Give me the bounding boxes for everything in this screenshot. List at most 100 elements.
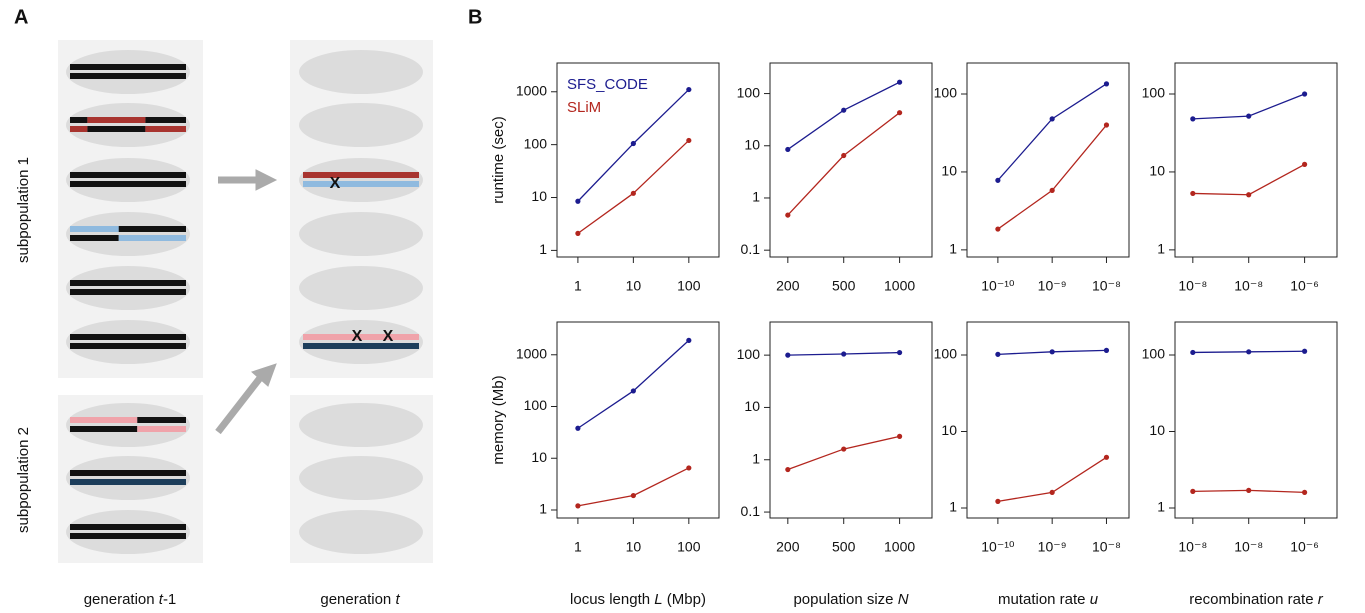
label-part: N <box>898 591 909 608</box>
plot-frame <box>966 62 1130 258</box>
individual <box>66 50 190 94</box>
generation-label: generation t <box>320 591 400 608</box>
individual <box>299 510 423 554</box>
point <box>686 86 692 93</box>
individual <box>66 266 190 310</box>
point <box>1246 487 1252 493</box>
point <box>785 146 791 153</box>
chromosome <box>70 226 119 232</box>
x-tick-label: 1000 <box>884 539 915 555</box>
arrows <box>215 169 278 435</box>
chromosome <box>87 126 146 132</box>
label-part: mutation rate <box>998 591 1090 608</box>
x-tick-label: 200 <box>776 278 800 294</box>
series-line <box>577 467 690 507</box>
legend-entry: SFS_CODE <box>567 76 648 93</box>
x-tick-label: 500 <box>832 278 856 294</box>
x-tick-label: 100 <box>677 539 701 555</box>
label-part: locus length <box>570 591 654 608</box>
y-tick-label: 10 <box>744 398 760 414</box>
x-tick-label: 1 <box>574 539 582 555</box>
individual <box>299 212 423 256</box>
x-tick-label: 200 <box>776 539 800 555</box>
x-tick-label: 500 <box>832 539 856 555</box>
point <box>995 177 1001 183</box>
chromosome <box>70 235 119 241</box>
y-tick-label: 1000 <box>516 82 547 98</box>
point <box>1103 122 1110 128</box>
label-part: r <box>1318 591 1324 608</box>
plot-frame <box>769 62 933 258</box>
point <box>897 349 903 356</box>
chromosome <box>70 334 186 340</box>
ellipses <box>66 50 423 554</box>
individual <box>299 403 423 447</box>
x-tick-label: 10⁻⁸ <box>1178 278 1207 294</box>
y-tick-label: 100 <box>524 135 548 151</box>
series-line <box>787 81 900 150</box>
y-tick-label: 1 <box>752 189 760 205</box>
y-tick-label: 100 <box>934 85 958 101</box>
y-tick-label: 1 <box>949 499 957 515</box>
y-tick-label: 1 <box>539 501 547 517</box>
x-tick-label: 10 <box>626 278 642 294</box>
point <box>575 425 581 431</box>
panel-label: B <box>468 6 482 28</box>
point <box>1302 91 1308 97</box>
x-tick-label: 10⁻⁸ <box>1178 539 1207 555</box>
x-tick-label: 10⁻⁹ <box>1038 278 1067 294</box>
point <box>995 351 1001 357</box>
point <box>995 226 1001 232</box>
point <box>785 212 791 218</box>
plot-frame <box>1174 62 1338 258</box>
point <box>1103 81 1110 87</box>
chromosome <box>303 343 419 349</box>
chromosome <box>70 479 186 485</box>
point <box>630 140 636 147</box>
plot-frame <box>556 321 720 519</box>
point <box>897 110 903 116</box>
series-line <box>1192 163 1305 196</box>
individual <box>66 403 190 447</box>
point <box>1103 347 1110 353</box>
individual <box>299 103 423 147</box>
chromosome <box>137 426 186 432</box>
point <box>897 433 903 439</box>
point <box>575 198 581 204</box>
point <box>1302 348 1308 354</box>
chromosome <box>70 117 88 123</box>
point <box>630 388 636 394</box>
point <box>1049 116 1055 122</box>
point <box>630 190 636 196</box>
y-tick-label: 10 <box>744 136 760 152</box>
x-tick-label: 100 <box>677 278 701 294</box>
x-axis-title: population size N <box>793 591 908 608</box>
individual <box>299 158 423 202</box>
point <box>575 230 581 236</box>
label-part: generation <box>84 591 159 608</box>
y-axis-title: memory (Mb) <box>490 375 507 464</box>
x-tick-label: 10⁻¹⁰ <box>981 278 1015 294</box>
y-tick-label: 1 <box>949 241 957 257</box>
plot-frame <box>556 62 720 258</box>
subpop-label: subpopulation 2 <box>15 427 32 533</box>
series-line <box>997 124 1107 230</box>
chromosome <box>70 280 186 286</box>
point <box>785 352 791 358</box>
y-axis-title: runtime (sec) <box>490 116 507 204</box>
point <box>630 492 636 499</box>
y-tick-label: 100 <box>524 397 548 413</box>
y-tick-label: 10 <box>531 449 547 465</box>
chromosome <box>70 181 186 187</box>
plot-frame <box>966 321 1130 519</box>
chromosome <box>303 172 419 178</box>
point <box>897 79 903 85</box>
y-tick-label: 0.1 <box>741 503 761 519</box>
y-tick-label: 1 <box>752 450 760 466</box>
x-axis-title: mutation rate u <box>998 591 1099 608</box>
point <box>841 351 847 357</box>
point <box>995 498 1001 504</box>
subpop-label: subpopulation 1 <box>15 157 32 263</box>
chromosome <box>303 181 419 187</box>
chromosome <box>87 117 146 123</box>
